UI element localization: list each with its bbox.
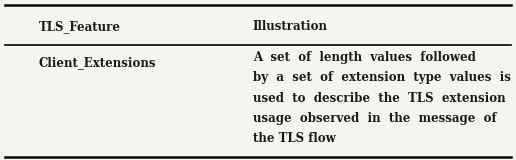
Text: used  to  describe  the  TLS  extension: used to describe the TLS extension: [253, 92, 506, 104]
Text: TLS_Feature: TLS_Feature: [39, 20, 121, 33]
Text: the TLS flow: the TLS flow: [253, 132, 335, 145]
Text: Client_Extensions: Client_Extensions: [39, 56, 156, 69]
Text: by  a  set  of  extension  type  values  is: by a set of extension type values is: [253, 71, 511, 84]
Text: A  set  of  length  values  followed: A set of length values followed: [253, 51, 476, 64]
Text: usage  observed  in  the  message  of: usage observed in the message of: [253, 112, 496, 125]
Text: Illustration: Illustration: [253, 20, 328, 33]
